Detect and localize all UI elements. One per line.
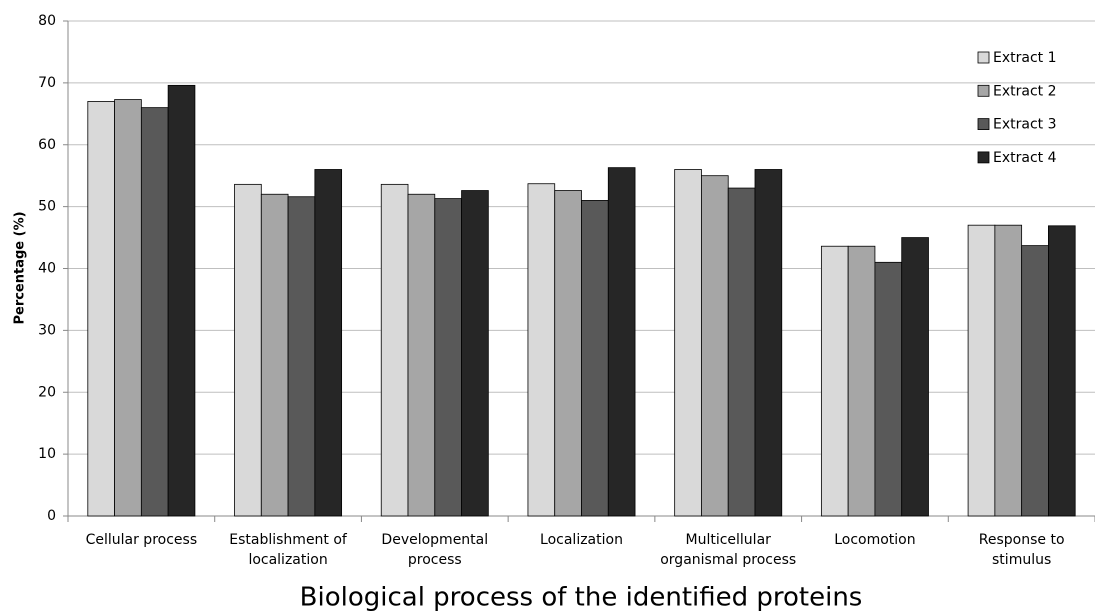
x-tick-label: Cellular process (86, 532, 198, 548)
bar (167, 84, 196, 517)
y-tick-label: 80 (38, 13, 56, 29)
x-tick-label: Multicellular organismal process (660, 532, 796, 568)
bar (554, 190, 582, 517)
x-tick-label: Developmental process (381, 532, 488, 568)
legend-label: Extract 2 (993, 83, 1057, 99)
bar (234, 183, 262, 517)
x-tick-label: Localization (540, 532, 623, 548)
bar (901, 237, 929, 517)
bar (820, 245, 849, 517)
bar (527, 183, 556, 517)
bar (754, 169, 783, 517)
bar (847, 245, 876, 517)
y-tick-label: 30 (38, 322, 56, 338)
y-tick-label: 60 (38, 137, 56, 153)
legend-label: Extract 4 (993, 150, 1057, 166)
y-tick-label: 40 (38, 261, 56, 277)
y-tick-label: 50 (38, 199, 56, 215)
bar (434, 198, 462, 517)
bar (874, 261, 903, 517)
legend-label: Extract 3 (993, 117, 1057, 133)
y-tick-label: 10 (38, 446, 56, 462)
bar (287, 196, 316, 517)
legend-swatch (977, 151, 990, 164)
bar (461, 190, 489, 517)
x-tick-label: Response to stimulus (979, 532, 1065, 568)
y-tick-label: 70 (38, 75, 56, 91)
legend-swatch (977, 118, 990, 130)
bar (1048, 225, 1076, 517)
y-axis-title: Percentage (%) (13, 211, 28, 324)
bar (260, 193, 289, 517)
bar (581, 200, 609, 517)
legend-swatch (977, 51, 990, 64)
y-tick-label: 20 (38, 384, 56, 400)
bar (380, 183, 409, 517)
bar (674, 169, 702, 517)
x-axis-title: Biological process of the identified pro… (300, 583, 863, 613)
legend-swatch (977, 84, 990, 97)
x-tick-label: Establishment of localization (229, 532, 348, 568)
y-tick-label: 0 (47, 508, 56, 524)
bar (407, 193, 436, 517)
bar (994, 224, 1023, 517)
bar (727, 187, 756, 517)
bar (140, 107, 169, 517)
x-tick-label: Locomotion (834, 532, 915, 548)
bar (701, 175, 729, 517)
bar (967, 224, 996, 517)
bar (1021, 245, 1049, 517)
bar (314, 169, 343, 517)
bar (607, 167, 636, 517)
legend-label: Extract 1 (993, 50, 1057, 66)
bar (114, 99, 142, 517)
bar (87, 101, 115, 517)
